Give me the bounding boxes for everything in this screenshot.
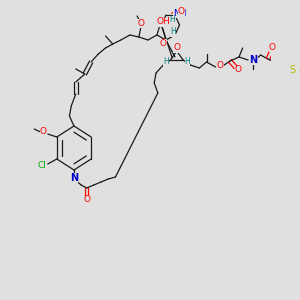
Text: O: O (160, 38, 167, 47)
Text: H: H (169, 16, 175, 25)
Text: O: O (137, 19, 144, 28)
Text: O: O (40, 128, 47, 136)
Text: N: N (70, 173, 78, 183)
Text: H: H (185, 58, 191, 67)
Text: NH: NH (173, 8, 186, 17)
Text: H: H (163, 58, 169, 67)
Text: Cl: Cl (37, 161, 46, 170)
Text: OH: OH (156, 17, 170, 26)
Text: H: H (170, 28, 176, 37)
Text: N: N (249, 55, 257, 65)
Text: S: S (298, 69, 300, 79)
Text: O: O (178, 8, 185, 16)
Text: O: O (217, 61, 224, 70)
Text: O: O (235, 65, 242, 74)
Text: O: O (83, 196, 90, 205)
Text: O: O (173, 44, 180, 52)
Text: S: S (289, 65, 295, 75)
Text: O: O (269, 43, 276, 52)
